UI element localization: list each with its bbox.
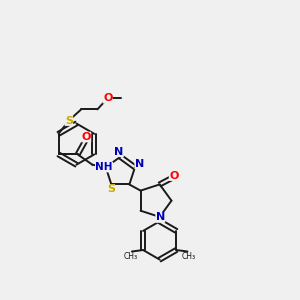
Text: NH: NH bbox=[95, 162, 113, 172]
Text: CH₃: CH₃ bbox=[182, 252, 196, 261]
Text: N: N bbox=[135, 159, 144, 169]
Text: N: N bbox=[156, 212, 165, 223]
Text: S: S bbox=[107, 184, 115, 194]
Text: O: O bbox=[169, 171, 178, 181]
Text: O: O bbox=[82, 132, 91, 142]
Text: CH₃: CH₃ bbox=[124, 252, 138, 261]
Text: S: S bbox=[65, 116, 73, 126]
Text: O: O bbox=[103, 93, 112, 103]
Text: N: N bbox=[114, 147, 124, 157]
